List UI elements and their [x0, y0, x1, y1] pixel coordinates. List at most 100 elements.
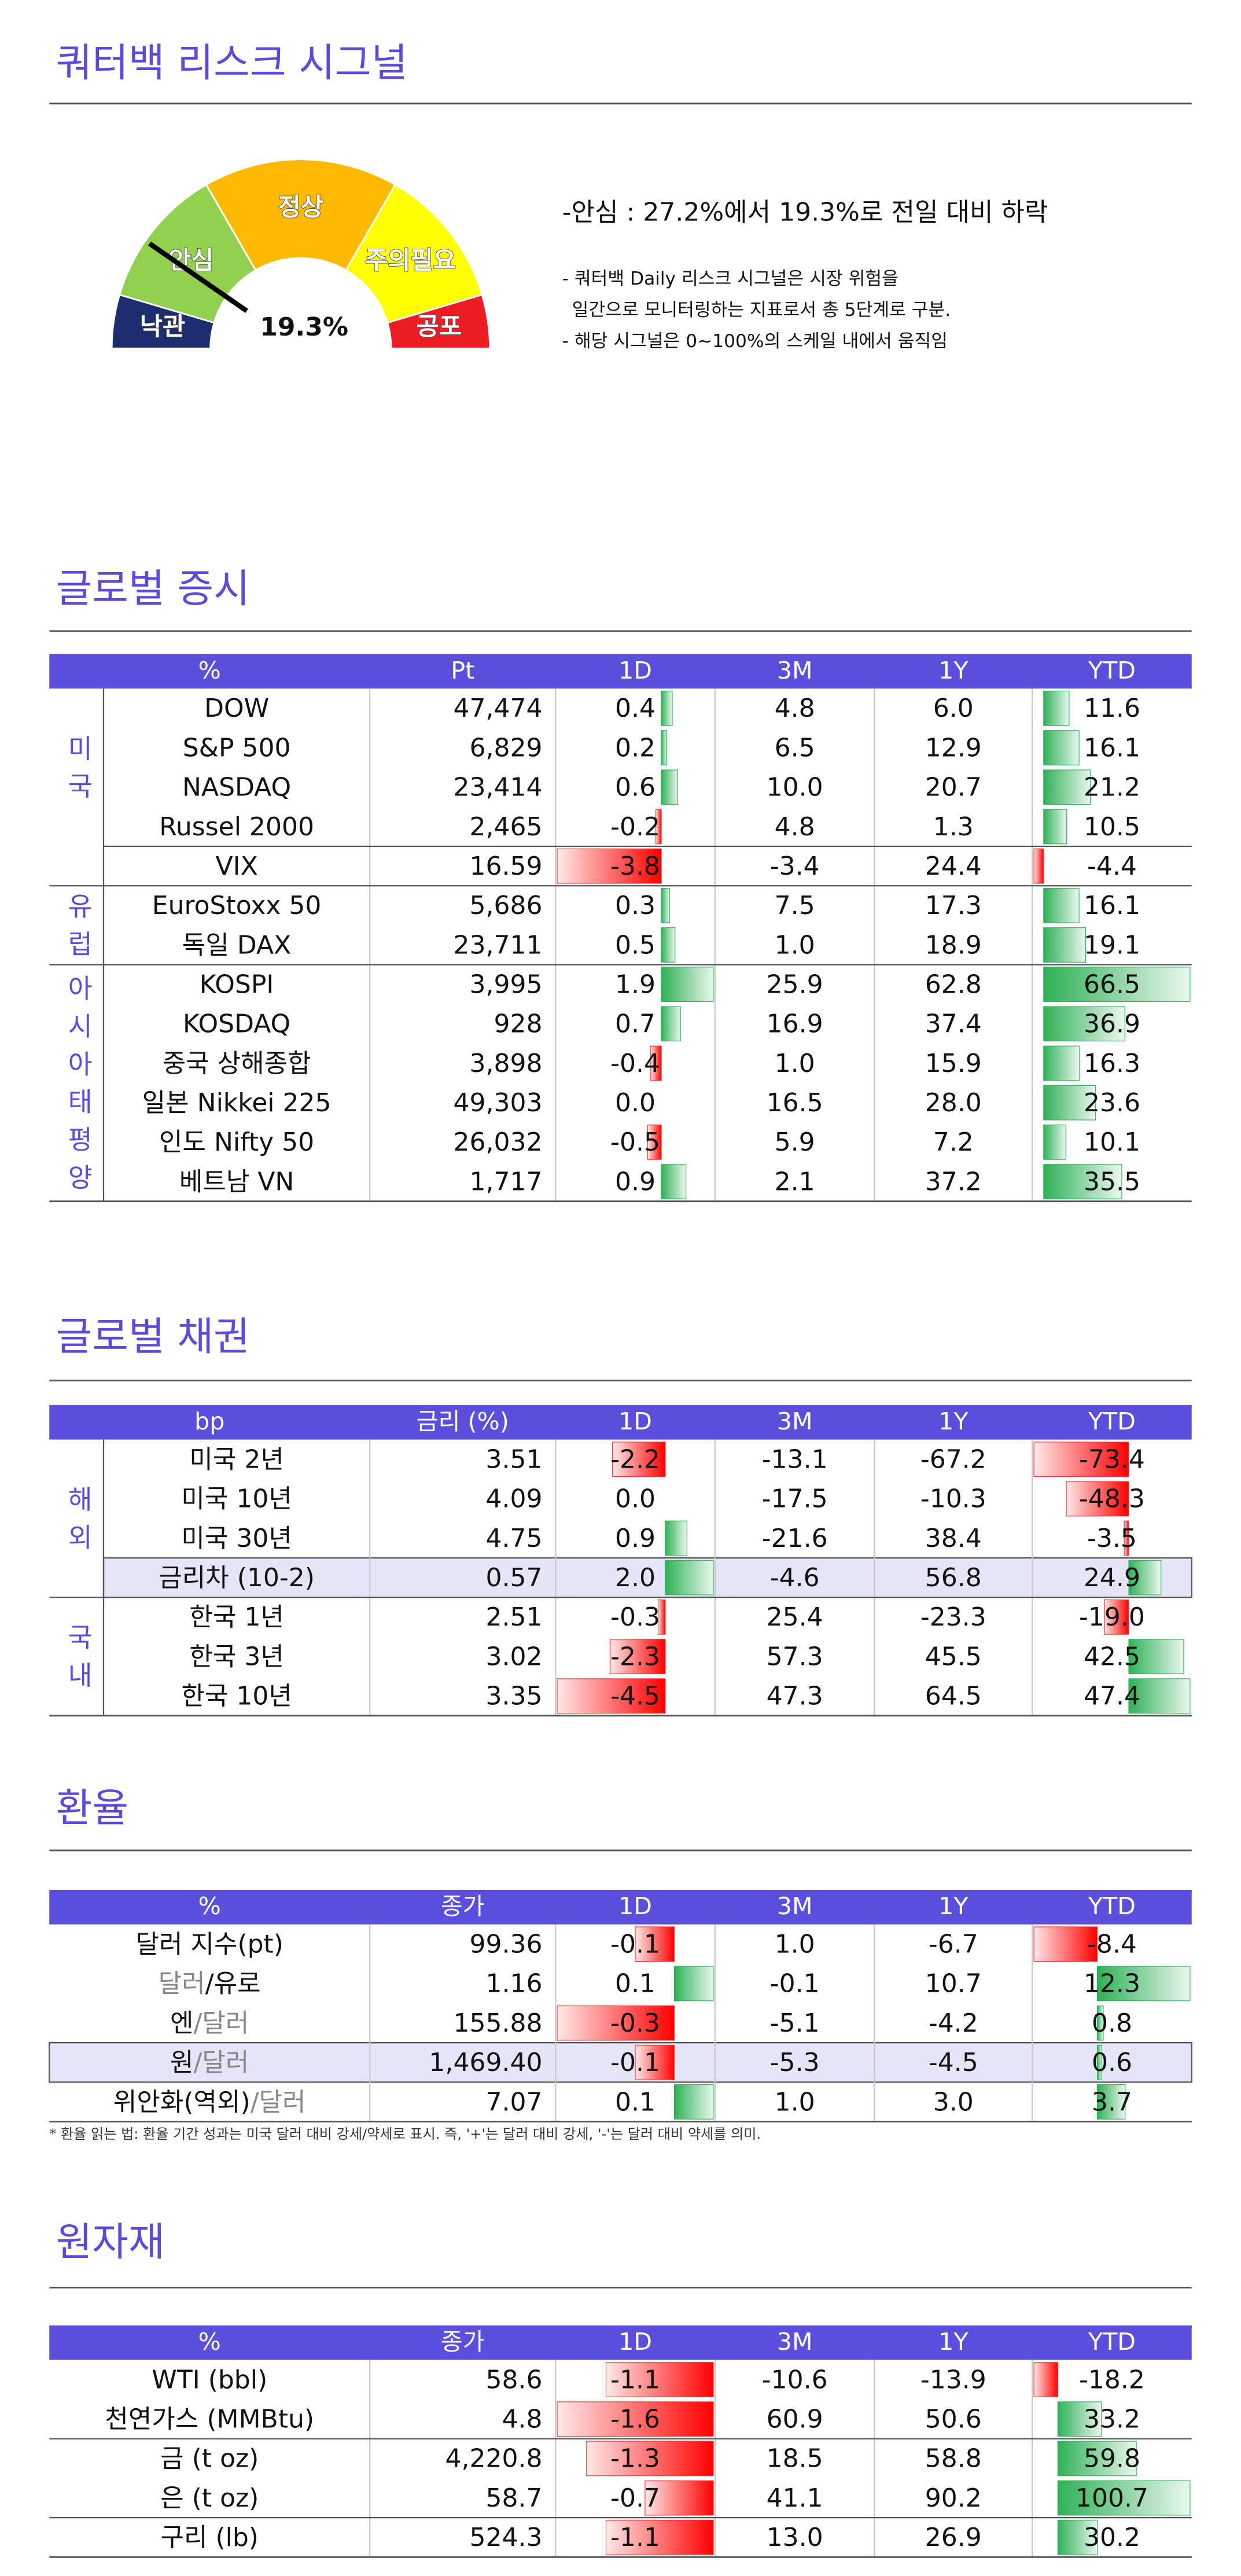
cell-value: 0.6 [1092, 2048, 1132, 2077]
row-name: 천연가스 (MMBtu) [105, 2405, 314, 2434]
cell-value: -23.3 [920, 1602, 986, 1632]
gain-bar [1096, 2084, 1126, 2120]
cell-value: 35.5 [1084, 1167, 1140, 1196]
loss-bar [609, 1639, 666, 1674]
gain-bar [661, 887, 670, 923]
cell-value: 62.8 [925, 970, 982, 999]
name-part: 위안화(역외) [113, 2087, 251, 2117]
header-cell: 1D [618, 1892, 652, 1920]
cell-value: 58.8 [925, 2444, 982, 2474]
header-cell: 1Y [938, 2328, 969, 2356]
cell-value: 30.2 [1084, 2523, 1140, 2552]
row-name: 일본 Nikkei 225 [142, 1088, 332, 1118]
cell-value: -0.3 [610, 1602, 660, 1632]
table-header [49, 1889, 1192, 1925]
cell-value: -4.6 [770, 1563, 820, 1593]
cell-value: 100.7 [1076, 2483, 1148, 2513]
cell-value: 1.9 [615, 970, 656, 999]
row-name: KOSDAQ [183, 1009, 290, 1039]
header-cell: 1Y [938, 1407, 969, 1435]
gain-bar [1043, 691, 1070, 726]
name-part: 원 [170, 2048, 194, 2077]
cell-value: 0.57 [486, 1563, 543, 1593]
cell-value: 3,898 [470, 1049, 543, 1078]
gain-bar [1043, 887, 1080, 923]
cell-value: 6,829 [470, 733, 543, 762]
row-highlight [49, 2042, 1192, 2083]
cell-value: 33.2 [1084, 2405, 1140, 2434]
cell-value: 42.5 [1084, 1642, 1140, 1671]
cell-value: -2.3 [610, 1642, 660, 1671]
gain-bar [1043, 1045, 1080, 1081]
cell-value: 37.2 [925, 1167, 982, 1196]
cell-value: 24.9 [1084, 1563, 1140, 1593]
group-label: 아시아태평양 [63, 975, 94, 1202]
cell-value: 47,474 [454, 694, 543, 723]
cell-value: 3.02 [486, 1642, 543, 1671]
cell-value: 24.4 [925, 852, 982, 881]
gain-bar [661, 730, 668, 765]
name-part: 달러 [159, 1969, 205, 1999]
cell-value: 1.0 [775, 2087, 815, 2117]
cell-value: -13.9 [920, 2365, 986, 2394]
header-cell: % [198, 2328, 221, 2356]
loss-bar [1124, 1520, 1129, 1556]
group-label: 미국 [63, 735, 94, 810]
row-name: 구리 (lb) [160, 2523, 259, 2552]
header-cell: % [198, 1892, 221, 1920]
cell-value: 10.5 [1084, 812, 1140, 842]
gain-bar [1057, 2480, 1191, 2516]
loss-bar [557, 2005, 675, 2041]
row-name: 한국 1년 [189, 1602, 283, 1632]
cell-value: 60.9 [767, 2405, 823, 2434]
header-cell: % [198, 657, 221, 684]
loss-bar [557, 2401, 714, 2437]
row-name: 베트남 VN [179, 1167, 294, 1196]
loss-bar [1066, 1481, 1129, 1517]
gauge-needle [148, 241, 248, 314]
gain-bar [661, 927, 676, 963]
row-name: 원/달러 [170, 2048, 249, 2077]
cell-value: 25.4 [767, 1602, 823, 1632]
cell-value: 28.0 [925, 1088, 982, 1118]
row-name: 인도 Nifty 50 [159, 1127, 314, 1157]
name-part: /달러 [251, 2087, 306, 2117]
cell-value: 16.1 [1084, 891, 1140, 920]
row-name: 금 (t oz) [160, 2444, 259, 2474]
cell-value: 23,414 [454, 773, 543, 802]
row-name: 한국 3년 [189, 1642, 283, 1671]
cell-value: 13.0 [767, 2523, 823, 2552]
cell-value: 0.7 [615, 1009, 656, 1039]
cell-value: 4.8 [775, 812, 815, 842]
cell-value: 45.5 [925, 1642, 982, 1671]
cell-value: 7.5 [775, 891, 815, 920]
cell-value: -5.1 [770, 2009, 820, 2038]
header-cell: 3M [777, 1892, 813, 1920]
cell-value: 19.1 [1084, 930, 1140, 960]
cell-value: 0.5 [615, 930, 656, 960]
loss-bar [1033, 2362, 1058, 2397]
cell-value: -3.8 [610, 852, 660, 881]
section-title: 원자재 [56, 2220, 165, 2265]
group-label: 국내 [63, 1624, 94, 1700]
cell-value: 3.35 [486, 1682, 543, 1711]
section-title: 글로벌 증시 [56, 566, 250, 612]
cell-value: -4.2 [929, 2009, 978, 2038]
row-name: EuroStoxx 50 [152, 891, 322, 920]
cell-value: 0.0 [615, 1484, 656, 1514]
row-name: 미국 10년 [181, 1484, 292, 1514]
cell-value: 7.07 [486, 2087, 543, 2117]
gain-bar [1057, 2519, 1098, 2555]
footnote: * 환율 읽는 법: 환율 기간 성과는 미국 달러 대비 강세/약세로 표시.… [49, 2126, 761, 2142]
cell-value: 0.1 [615, 1969, 656, 1999]
cell-value: -1.3 [610, 2444, 660, 2474]
signal-note: - 해당 시그널은 0~100%의 스케일 내에서 움직임 [562, 331, 948, 352]
loss-bar [657, 1599, 666, 1635]
cell-value: 58.6 [486, 2365, 543, 2394]
cell-value: 12.3 [1084, 1969, 1140, 1999]
cell-value: 26.9 [925, 2523, 982, 2552]
cell-value: -4.4 [1087, 852, 1137, 881]
cell-value: -10.3 [920, 1484, 986, 1514]
